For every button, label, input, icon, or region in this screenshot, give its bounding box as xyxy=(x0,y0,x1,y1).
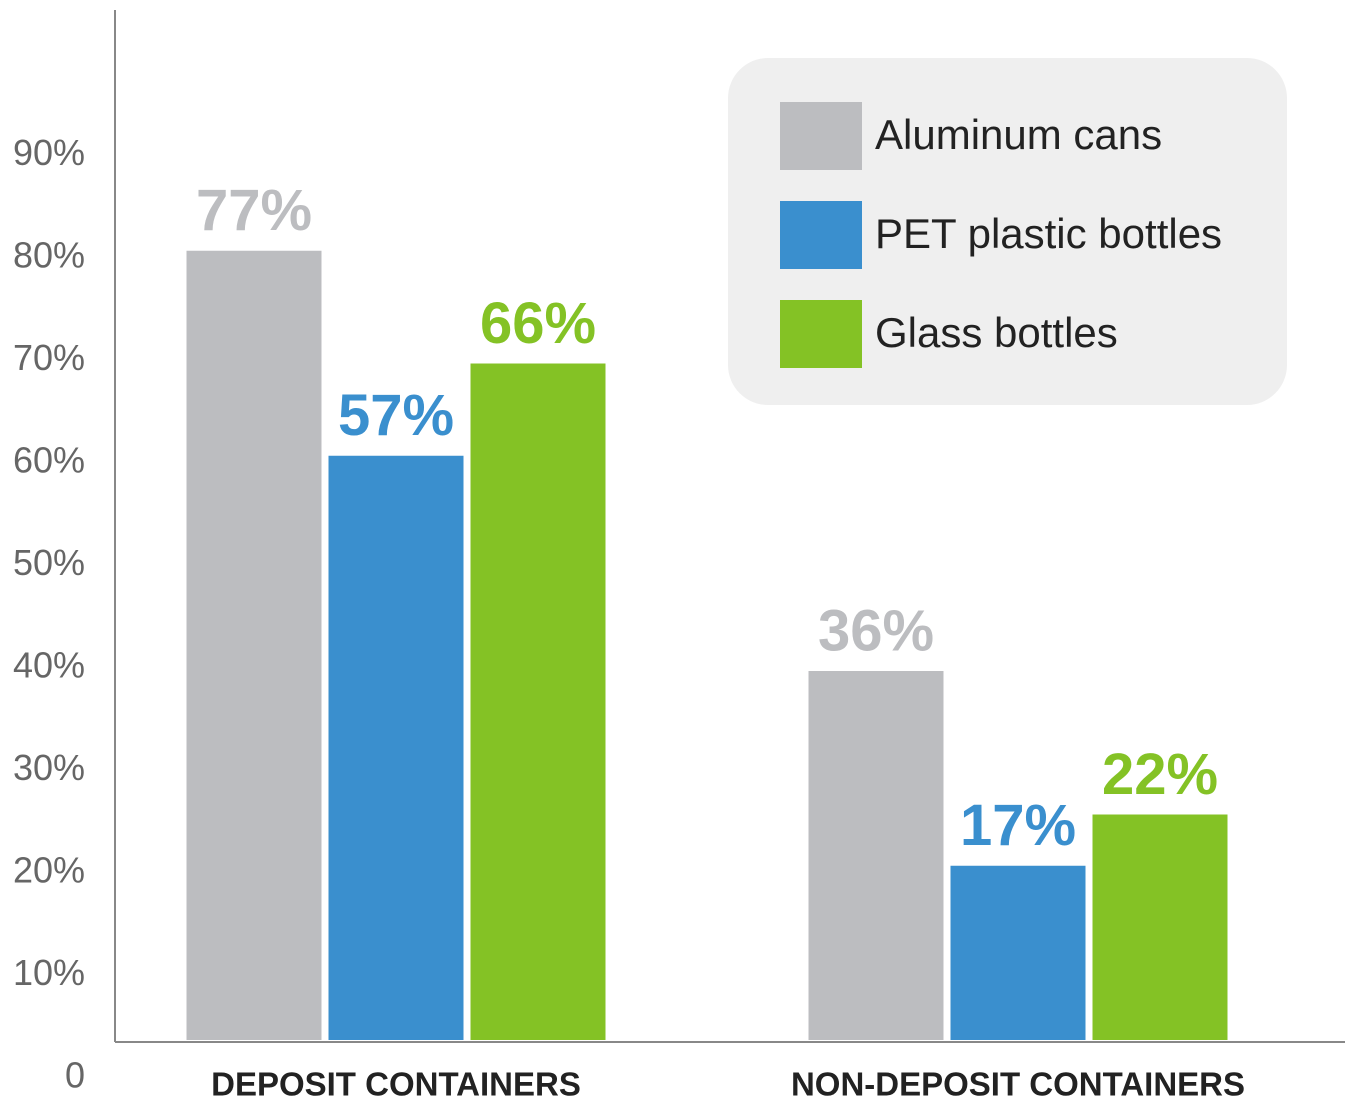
y-tick-label: 30% xyxy=(13,747,85,788)
bar xyxy=(186,250,322,1040)
legend-label: PET plastic bottles xyxy=(875,210,1222,257)
y-tick-label: 80% xyxy=(13,235,85,276)
data-label: 77% xyxy=(196,178,312,243)
bar xyxy=(470,363,606,1040)
x-tick-label: NON-DEPOSIT CONTAINERS xyxy=(791,1066,1245,1103)
bar xyxy=(328,455,464,1040)
data-label: 22% xyxy=(1102,742,1218,807)
y-tick-label: 50% xyxy=(13,542,85,583)
legend xyxy=(728,58,1287,405)
data-label: 17% xyxy=(960,793,1076,858)
data-label: 66% xyxy=(480,291,596,356)
x-tick-label: DEPOSIT CONTAINERS xyxy=(211,1066,581,1103)
y-tick-label: 40% xyxy=(13,645,85,686)
legend-swatch xyxy=(780,102,862,170)
legend-label: Glass bottles xyxy=(875,309,1118,356)
y-tick-label: 20% xyxy=(13,850,85,891)
y-tick-label: 10% xyxy=(13,952,85,993)
legend-swatch xyxy=(780,201,862,269)
bar xyxy=(1092,814,1228,1040)
y-tick-label: 60% xyxy=(13,440,85,481)
data-label: 36% xyxy=(818,598,934,663)
y-tick-label: 70% xyxy=(13,337,85,378)
legend-swatch xyxy=(780,300,862,368)
y-tick-label: 90% xyxy=(13,132,85,173)
legend-label: Aluminum cans xyxy=(875,111,1162,158)
data-label: 57% xyxy=(338,383,454,448)
y-tick-label: 0 xyxy=(65,1055,85,1096)
bar xyxy=(950,865,1086,1040)
bar xyxy=(808,671,944,1040)
